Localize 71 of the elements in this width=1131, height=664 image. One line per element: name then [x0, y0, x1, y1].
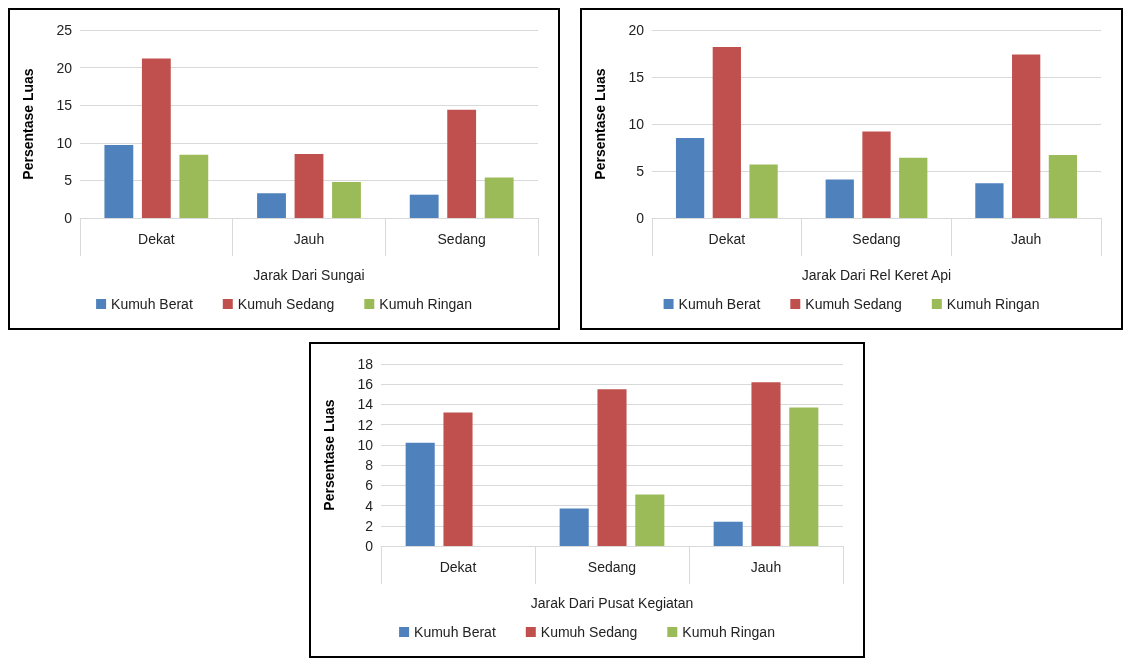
y-tick-label: 15: [628, 69, 645, 85]
x-tick-label: Sedang: [587, 559, 637, 575]
bar: [789, 407, 819, 546]
y-tick-label: 8: [365, 457, 374, 474]
x-axis-title: Jarak Dari Rel Keret Api: [801, 267, 952, 283]
x-tick-label: Dekat: [138, 231, 175, 247]
bar: [899, 157, 928, 218]
bar: [749, 164, 778, 218]
y-tick-label: 10: [56, 134, 73, 151]
y-tick-label: 12: [357, 416, 374, 433]
x-tick-label: Dekat: [708, 231, 746, 247]
y-tick-label: 20: [628, 22, 645, 38]
bar: [1012, 54, 1041, 218]
y-axis-title: Persentase Luas: [20, 68, 36, 180]
bar: [179, 154, 209, 218]
bar: [332, 181, 361, 218]
legend-label: Kumuh Berat: [111, 296, 193, 312]
bar: [484, 177, 514, 218]
legend-label: Kumuh Sedang: [805, 296, 902, 312]
y-axis-title: Persentase Luas: [592, 68, 608, 180]
y-tick-label: 6: [365, 477, 374, 494]
y-tick-label: 25: [56, 22, 73, 38]
y-tick-label: 14: [357, 396, 374, 413]
y-tick-label: 0: [365, 538, 374, 554]
bar: [294, 154, 324, 218]
x-tick-label: Jauh: [750, 559, 782, 575]
bar: [635, 494, 665, 546]
legend-label: Kumuh Berat: [414, 624, 496, 640]
x-axis-title: Jarak Dari Sungai: [253, 267, 365, 283]
bar: [559, 508, 589, 546]
legend-label: Kumuh Ringan: [946, 296, 1040, 312]
legend-label: Kumuh Sedang: [237, 296, 335, 312]
x-tick-label: Dekat: [439, 559, 477, 575]
bar: [751, 382, 781, 546]
bar: [675, 138, 705, 218]
x-tick-label: Jauh: [293, 231, 325, 247]
x-tick-label: Sedang: [437, 231, 486, 247]
bar: [825, 179, 854, 218]
legend-label: Kumuh Ringan: [379, 296, 472, 312]
bar: [409, 194, 439, 218]
y-tick-label: 2: [365, 517, 374, 534]
y-tick-label: 5: [64, 172, 73, 189]
y-tick-label: 10: [628, 116, 645, 132]
y-axis-title: Persentase Luas: [321, 399, 337, 511]
x-tick-label: Jauh: [1010, 231, 1042, 247]
legend-label: Kumuh Ringan: [682, 624, 775, 640]
y-tick-label: 18: [357, 356, 374, 372]
y-tick-label: 16: [357, 376, 374, 393]
x-tick-label: Sedang: [852, 231, 901, 247]
bar: [257, 193, 286, 218]
bar: [141, 58, 171, 218]
y-tick-label: 15: [56, 97, 73, 114]
legend-label: Kumuh Berat: [678, 296, 761, 312]
bar: [975, 183, 1004, 218]
bar: [1048, 155, 1078, 218]
y-tick-label: 4: [365, 497, 374, 514]
bar: [447, 109, 477, 218]
bar: [712, 46, 741, 218]
bar: [443, 412, 473, 546]
x-axis-title: Jarak Dari Pusat Kegiatan: [530, 595, 694, 611]
y-tick-label: 20: [56, 59, 73, 76]
y-tick-label: 5: [636, 163, 645, 179]
y-tick-label: 0: [636, 210, 645, 226]
bar: [405, 442, 435, 546]
bar: [713, 521, 743, 546]
y-tick-label: 10: [357, 436, 374, 453]
legend-label: Kumuh Sedang: [540, 624, 638, 640]
bar: [104, 145, 134, 218]
bar: [597, 389, 627, 546]
y-tick-label: 0: [64, 210, 73, 226]
bar: [862, 131, 891, 218]
